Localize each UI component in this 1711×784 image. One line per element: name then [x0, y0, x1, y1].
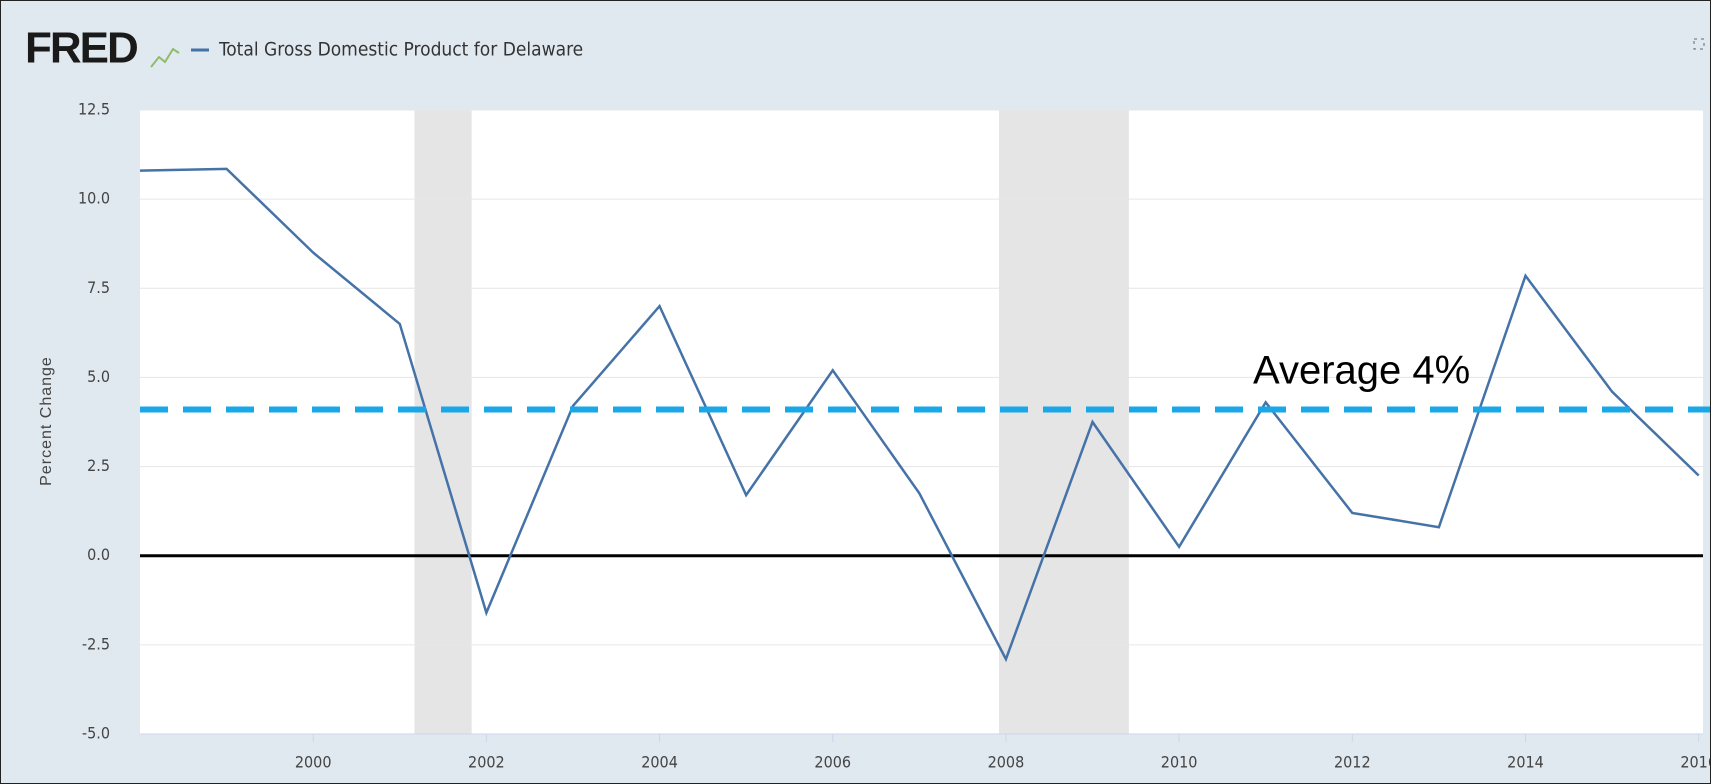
legend-label[interactable]: Total Gross Domestic Product for Delawar…	[218, 39, 583, 61]
y-axis-label: Percent Change	[38, 356, 55, 486]
expand-icon[interactable]	[1693, 38, 1705, 50]
x-tick-label: 2006	[814, 753, 851, 772]
plot-area	[140, 110, 1703, 734]
logo-icon	[150, 47, 180, 68]
y-tick-label: -5.0	[82, 724, 110, 743]
y-tick-label: 7.5	[87, 278, 110, 297]
y-tick-label: 5.0	[87, 367, 110, 386]
recession-band	[999, 110, 1129, 734]
x-tick-label: 2002	[468, 753, 505, 772]
x-tick-label: 2016	[1680, 753, 1710, 772]
average-label: Average 4%	[1253, 349, 1470, 393]
x-tick-label: 2008	[988, 753, 1025, 772]
y-tick-label: -2.5	[82, 634, 110, 653]
y-tick-label: 0.0	[87, 545, 110, 564]
y-tick-label: 10.0	[78, 189, 110, 208]
x-tick-label: 2000	[295, 753, 332, 772]
x-tick-label: 2004	[641, 753, 678, 772]
x-tick-label: 2010	[1161, 753, 1198, 772]
x-tick-label: 2012	[1334, 753, 1371, 772]
recession-band	[414, 110, 472, 734]
x-tick-label: 2014	[1507, 753, 1544, 772]
data-line	[139, 167, 1700, 663]
y-tick-label: 12.5	[78, 100, 110, 119]
logo: FRED	[25, 24, 137, 73]
y-tick-label: 2.5	[87, 456, 110, 475]
